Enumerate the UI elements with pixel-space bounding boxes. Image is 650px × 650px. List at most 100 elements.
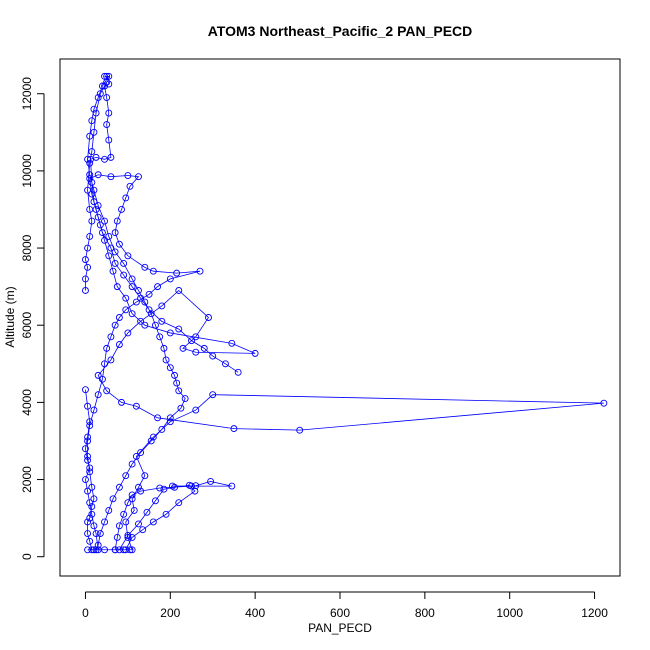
data-point (171, 371, 178, 379)
data-point (105, 252, 113, 260)
y-tick-label: 10000 (20, 154, 34, 188)
data-point (86, 464, 94, 472)
data-point (111, 321, 119, 329)
data-point (94, 391, 102, 399)
data-point (92, 153, 100, 161)
data-point (196, 267, 204, 275)
data-point (105, 233, 113, 240)
data-point (192, 333, 200, 341)
x-tick-label: 800 (415, 606, 435, 620)
data-point (137, 294, 145, 302)
data-point (222, 360, 229, 368)
data-point (158, 425, 166, 433)
data-point (230, 425, 238, 433)
data-point (115, 483, 123, 491)
data-point (84, 487, 92, 495)
data-point (84, 186, 92, 194)
data-point (115, 522, 123, 530)
data-point (88, 179, 96, 186)
data-point (173, 269, 181, 277)
data-point (234, 368, 242, 376)
data-point (113, 283, 121, 291)
data-point (228, 339, 236, 347)
data-point (145, 290, 153, 298)
data-point (124, 532, 132, 539)
data-point (90, 198, 98, 206)
data-point (88, 503, 96, 511)
data-point (145, 306, 153, 314)
data-point (113, 533, 121, 541)
data-point (251, 349, 259, 357)
data-point (139, 526, 147, 534)
data-point (207, 478, 215, 485)
data-point (111, 229, 119, 237)
data-point (149, 433, 157, 441)
data-point (160, 344, 168, 352)
data-point (86, 171, 94, 179)
data-point (175, 387, 183, 395)
data-point (98, 229, 106, 237)
data-point (135, 173, 142, 181)
data-point (88, 510, 96, 518)
data-point (132, 452, 140, 460)
data-point (82, 445, 89, 453)
data-point (98, 375, 106, 383)
data-point (94, 546, 102, 554)
data-point (209, 352, 217, 360)
y-tick-label: 0 (20, 553, 34, 560)
data-point (84, 530, 92, 538)
series-line (87, 75, 239, 550)
data-point (90, 128, 98, 136)
data-point (209, 391, 217, 399)
data-point (126, 546, 134, 554)
data-point (92, 109, 100, 117)
data-point (137, 317, 145, 325)
data-point (143, 508, 151, 516)
data-point (86, 206, 94, 213)
data-point (94, 202, 102, 210)
data-point (135, 483, 142, 491)
data-point (86, 499, 94, 507)
data-point (130, 506, 138, 514)
chart-title: ATOM3 Northeast_Pacific_2 PAN_PECD (208, 23, 473, 39)
data-point (82, 256, 89, 264)
data-point (105, 72, 113, 80)
y-axis-label: Altitude (m) (3, 286, 17, 347)
data-point (128, 275, 136, 283)
data-point (149, 518, 157, 526)
x-tick-label: 600 (330, 606, 350, 620)
y-tick-label: 6000 (20, 312, 34, 339)
data-point (128, 491, 136, 499)
data-point (132, 298, 140, 306)
data-point (141, 263, 149, 271)
data-point (101, 360, 108, 368)
data-point (101, 217, 108, 225)
data-point (103, 121, 111, 129)
data-point (162, 510, 170, 518)
data-point (166, 329, 174, 337)
series-line (87, 174, 604, 551)
data-point (115, 240, 123, 248)
data-point (162, 356, 170, 364)
x-tick-label: 1000 (496, 606, 523, 620)
data-point (111, 248, 119, 256)
x-axis-label: PAN_PECD (308, 621, 372, 635)
data-point (86, 233, 94, 240)
data-point (84, 518, 92, 526)
data-point (149, 267, 157, 275)
data-point (96, 90, 104, 98)
data-point (113, 217, 121, 225)
data-point (158, 317, 166, 325)
data-point (191, 487, 199, 495)
data-point (92, 530, 100, 538)
data-point (105, 109, 113, 117)
data-point (90, 546, 98, 554)
data-point (154, 414, 162, 422)
data-point (90, 495, 98, 503)
data-point (122, 518, 130, 526)
data-point (175, 287, 183, 294)
data-point (88, 217, 96, 225)
data-point (88, 483, 96, 491)
data-point (101, 518, 108, 526)
